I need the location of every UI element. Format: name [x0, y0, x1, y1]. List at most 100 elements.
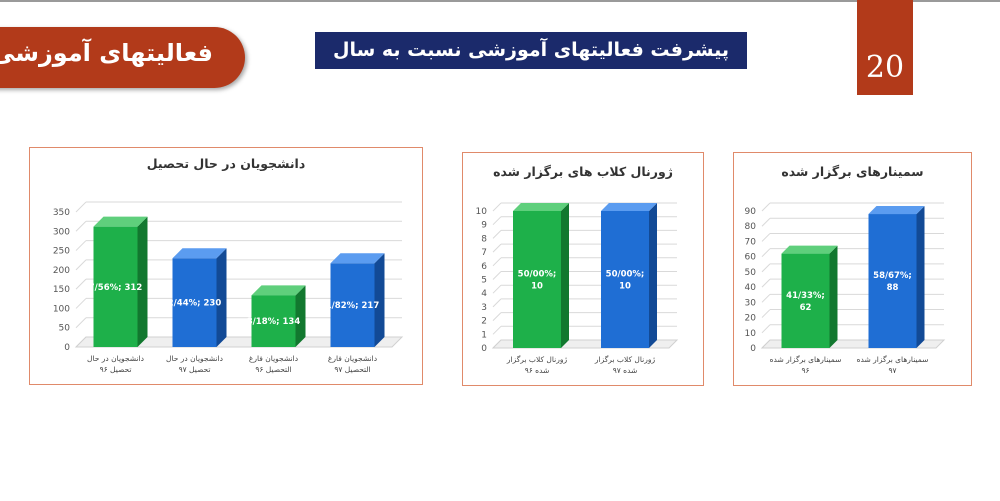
grid-depth-line	[75, 278, 87, 290]
bar-top	[868, 206, 925, 215]
grid-depth-line	[492, 230, 502, 239]
x-tick-label: التحصیل ۹۶	[255, 365, 291, 374]
y-tick-label: 0	[481, 344, 487, 354]
bar-top	[601, 203, 657, 211]
grid-depth-line	[761, 309, 771, 318]
chart-seminars: 0 10 20 30 40 50 60 70 80 90 41/33%; 62 سمینارهای بر…	[745, 202, 946, 375]
y-tick-label: 350	[53, 208, 70, 218]
chart-title: سمینارهای برگزار شده	[781, 164, 924, 179]
bar-side	[649, 203, 657, 348]
grid-depth-line	[761, 217, 771, 227]
bar-top	[172, 248, 227, 259]
x-tick-label: دانشجویان فارغ	[249, 354, 298, 363]
bar	[513, 211, 561, 348]
bar-side	[561, 203, 569, 348]
bar-top	[251, 285, 306, 296]
x-tick-label: التحصیل ۹۷	[334, 365, 370, 374]
y-tick-label: 50	[745, 268, 757, 278]
x-tick-label: ۹۷	[888, 366, 896, 375]
grid-depth-line	[761, 233, 771, 242]
grid-depth-line	[75, 220, 87, 232]
data-label: 41/33%;	[786, 291, 825, 301]
x-tick-label: دانشجویان در حال	[87, 354, 144, 363]
data-label: 62	[800, 303, 812, 313]
y-tick-label: 10	[745, 329, 757, 339]
bar	[251, 295, 296, 347]
x-tick-label: سمینارهای برگزار شده	[770, 355, 842, 364]
grid-depth-line	[761, 324, 771, 334]
chart-panel-students: دانشجویان در حال تحصیل 0 50 100 150 200 250 30…	[29, 147, 423, 385]
bar	[330, 263, 375, 347]
chart-title: ژورنال کلاب های برگزار شده	[493, 164, 673, 179]
y-tick-label: 90	[745, 207, 757, 217]
grid-depth-line	[492, 325, 502, 335]
y-tick-label: 70	[745, 237, 757, 247]
y-tick-label: 5	[481, 276, 487, 286]
chart-journal-club: 0 1 2 3 4 5 6 7 8 9 10 50/00%; 10 ژورنال کلاب برگزار ش…	[476, 202, 679, 375]
section-title: فعالیتهای آموزشی	[0, 39, 213, 67]
top-divider	[0, 0, 1000, 2]
x-tick-label: دانشجویان فارغ	[328, 354, 377, 363]
data-label: 7/56%; 312	[89, 283, 143, 293]
x-tick-label: ژورنال کلاب برگزار	[594, 355, 656, 364]
y-tick-label: 6	[481, 262, 487, 272]
x-tick-label: شده ۹۷	[613, 366, 638, 375]
y-tick-label: 50	[59, 324, 71, 334]
grid-depth-line	[761, 248, 771, 258]
y-tick-label: 1	[481, 330, 487, 340]
page-number: 20	[865, 50, 905, 85]
bar-top	[93, 216, 148, 227]
chart-title: دانشجویان در حال تحصیل	[146, 156, 306, 171]
y-tick-label: 60	[745, 253, 757, 263]
grid-depth-line	[761, 263, 771, 273]
y-tick-label: 80	[745, 222, 757, 232]
y-tick-label: 20	[745, 314, 757, 324]
grid-depth-line	[492, 271, 502, 280]
y-tick-label: 10	[476, 207, 488, 217]
bar-side	[916, 206, 925, 348]
y-tick-label: 8	[481, 234, 487, 244]
grid-depth-line	[75, 259, 87, 271]
y-tick-label: 300	[53, 227, 70, 237]
bar	[93, 226, 138, 347]
grid-depth-line	[492, 312, 502, 321]
bar-top	[781, 245, 838, 254]
grid-depth-line	[761, 202, 771, 212]
page-title-banner: پیشرفت فعالیتهای آموزشی نسبت به سال گذشت…	[315, 32, 747, 98]
grid-depth-line	[492, 284, 502, 294]
data-label: 2/44%; 230	[168, 299, 222, 309]
grid-depth-line	[761, 278, 771, 288]
grid-depth-line	[492, 202, 502, 212]
page-number-box: 20	[857, 0, 913, 95]
bar-side	[374, 253, 385, 347]
bar-side	[137, 216, 148, 347]
bar	[781, 253, 830, 348]
x-tick-label: تحصیل ۹۷	[179, 365, 211, 374]
data-label: 8/18%; 134	[247, 317, 301, 327]
y-tick-label: 9	[481, 221, 487, 231]
chart-students: 0 50 100 150 200 250 300 350 7/56%; 312 دانشجویان…	[53, 201, 404, 374]
bar-top	[513, 203, 569, 211]
bar-side	[829, 245, 838, 348]
x-tick-label: ۹۶	[801, 366, 809, 375]
y-tick-label: 30	[745, 298, 757, 308]
y-tick-label: 200	[53, 266, 70, 276]
grid-depth-line	[492, 216, 502, 226]
data-label: 10	[531, 282, 543, 292]
x-tick-label: دانشجویان در حال	[166, 354, 223, 363]
x-tick-label: تحصیل ۹۶	[100, 365, 132, 374]
chart-panel-journal-club: ژورنال کلاب های برگزار شده 0 1 2 3 4 5 6 7 8 9 10 5…	[462, 152, 704, 386]
grid-depth-line	[761, 293, 771, 303]
x-tick-label: ژورنال کلاب برگزار	[506, 355, 568, 364]
bar-side	[295, 285, 306, 347]
data-label: 58/67%;	[873, 271, 912, 281]
x-tick-label: شده ۹۶	[525, 366, 550, 375]
grid-depth-line	[75, 317, 87, 329]
grid-depth-line	[75, 201, 87, 213]
y-tick-label: 40	[745, 283, 757, 293]
grid-depth-line	[75, 298, 87, 309]
y-tick-label: 150	[53, 285, 70, 295]
x-tick-label: سمینارهای برگزار شده	[857, 355, 929, 364]
grid-depth-line	[492, 257, 502, 267]
y-tick-label: 0	[750, 344, 756, 354]
